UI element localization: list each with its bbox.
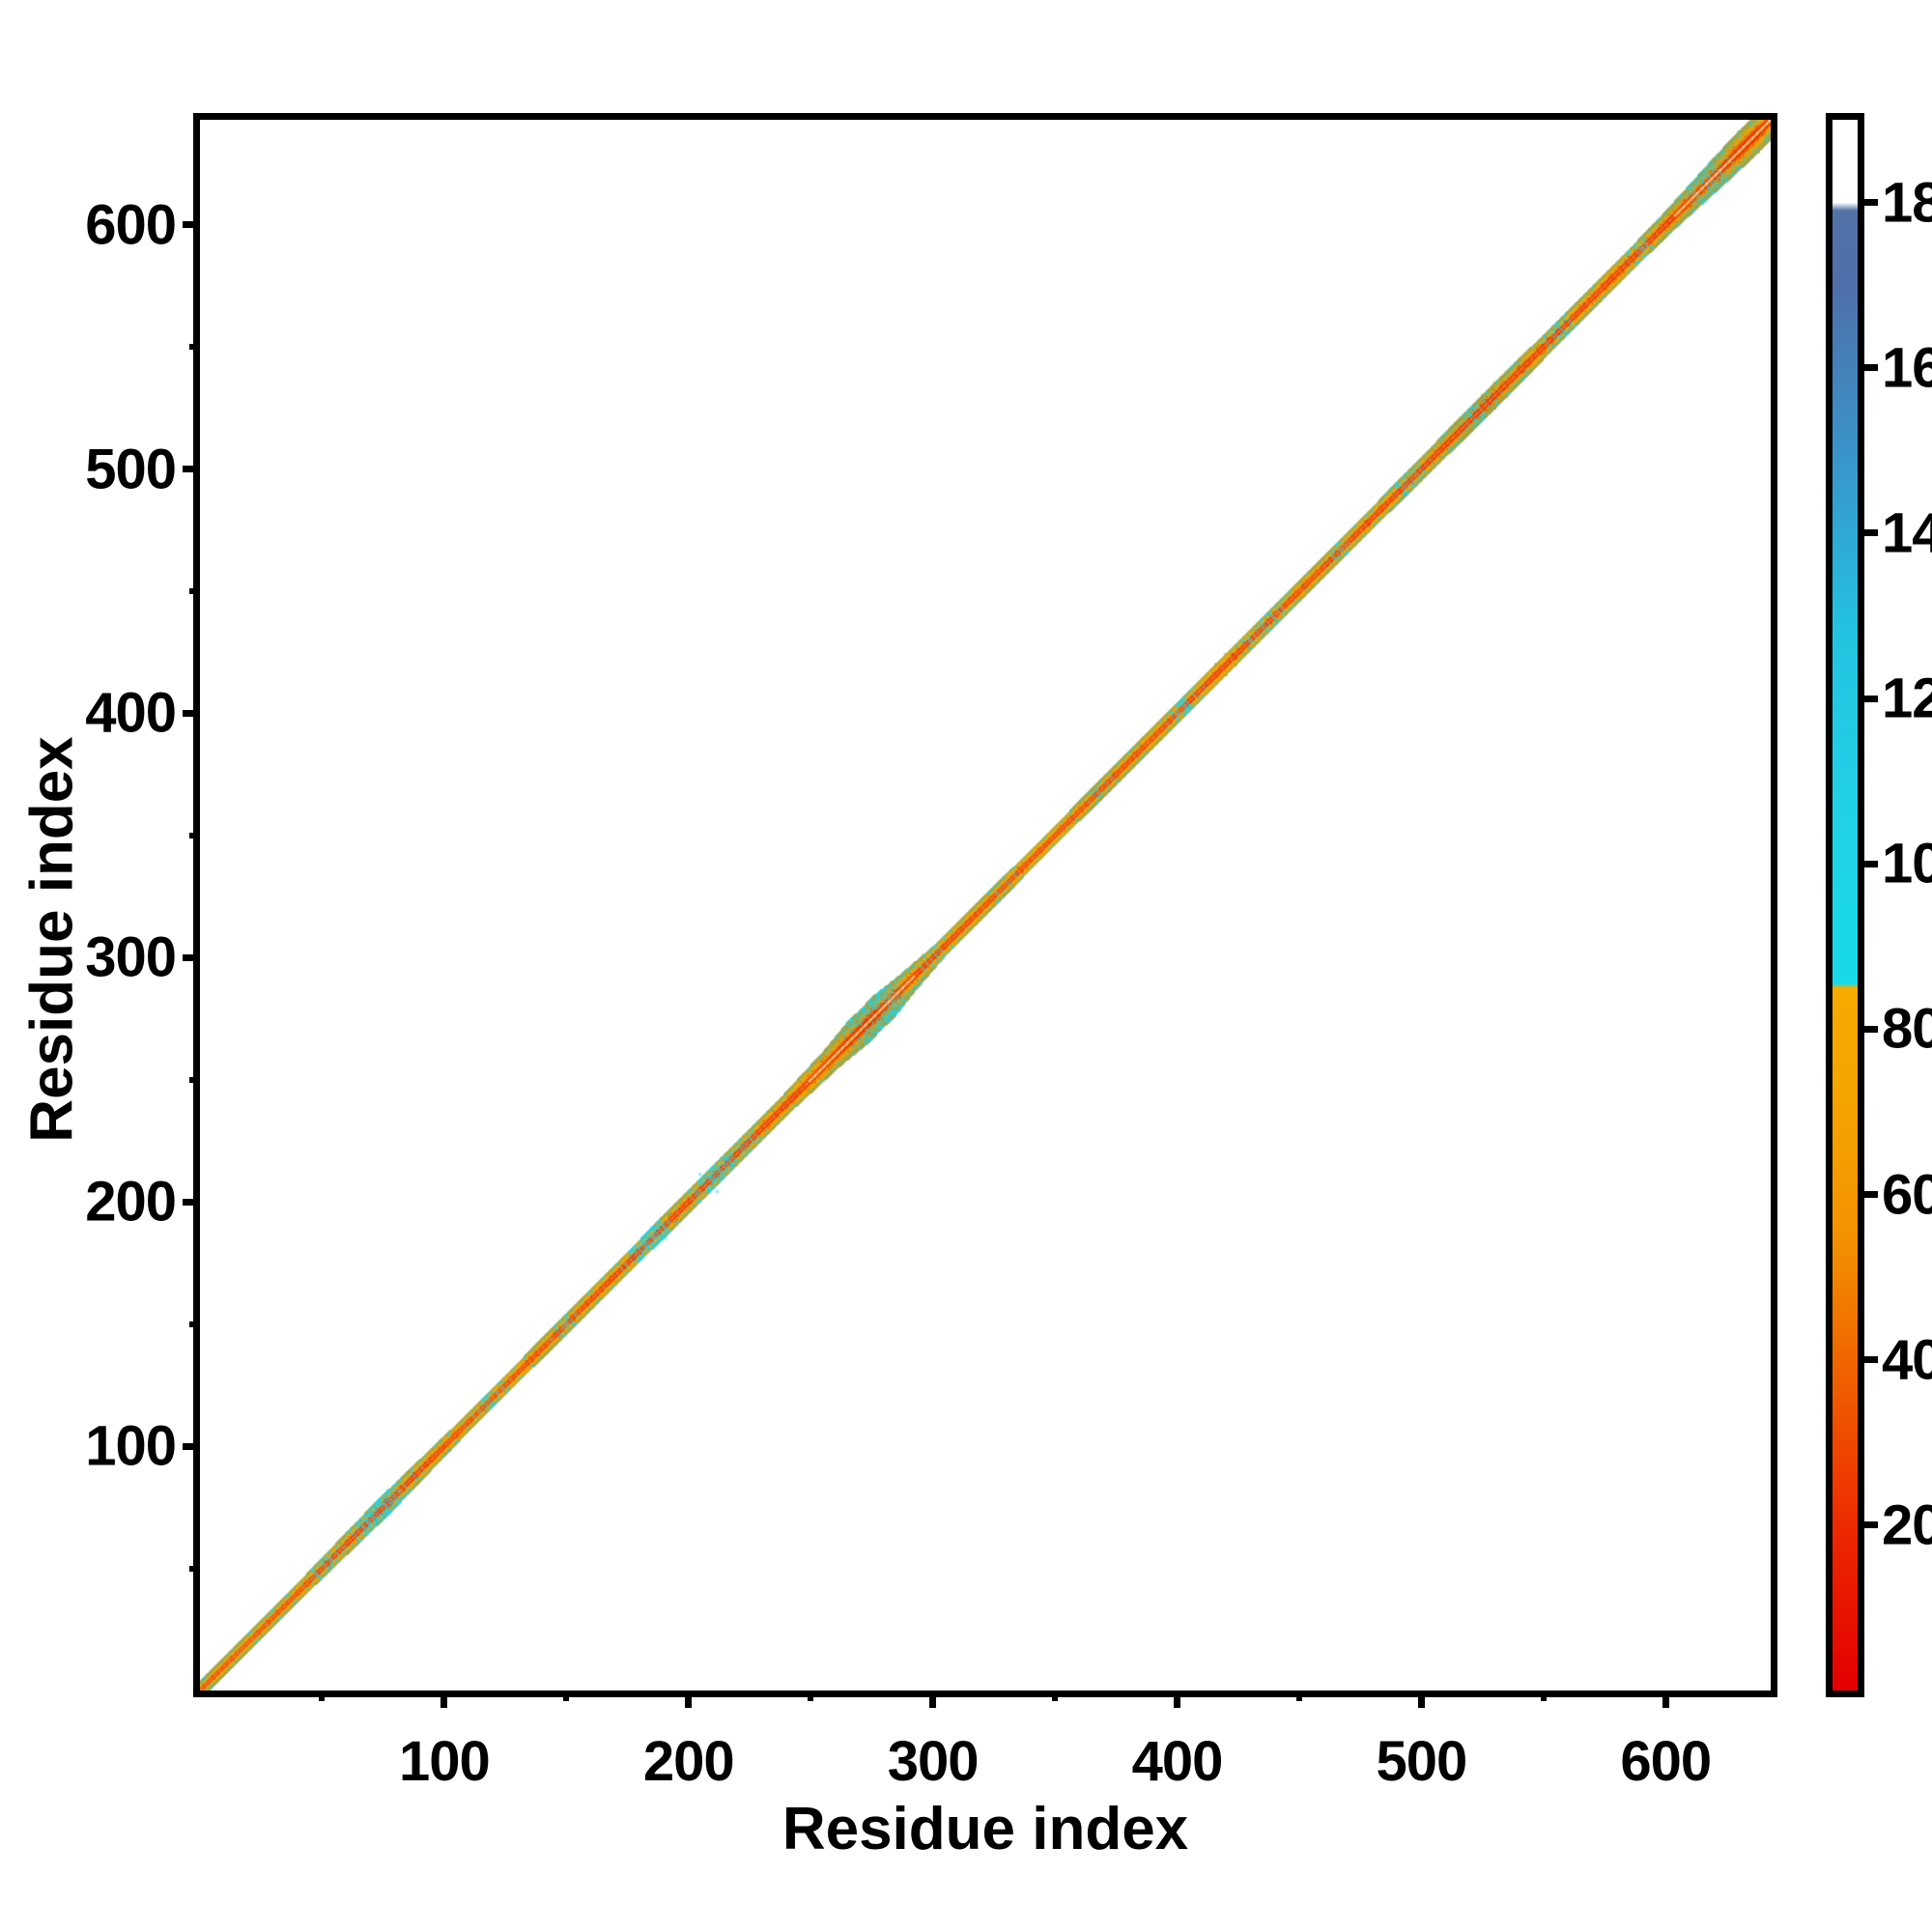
colorbar-tick-180 [1864, 199, 1878, 207]
y-tick-label-500: 500 [85, 438, 177, 501]
x-tick-400 [1174, 1690, 1180, 1708]
colorbar-tick-160 [1864, 364, 1878, 372]
colorbar-tick-40 [1864, 1356, 1878, 1364]
y-tick-label-100: 100 [85, 1414, 177, 1478]
y-tick-400 [183, 709, 200, 717]
y-axis-title: Residue index [18, 736, 86, 1143]
x-tick-label-100: 100 [398, 1730, 491, 1793]
x-minor-tick-550 [1540, 1690, 1547, 1701]
y-tick-500 [183, 466, 200, 473]
colorbar-tick-label-20: 20 [1882, 1493, 1932, 1557]
y-tick-label-400: 400 [85, 681, 177, 745]
x-tick-label-400: 400 [1131, 1730, 1224, 1793]
y-minor-tick-550 [189, 344, 200, 351]
colorbar-tick-60 [1864, 1191, 1878, 1199]
x-tick-300 [929, 1690, 937, 1708]
colorbar-tick-label-160: 160 [1882, 336, 1932, 400]
x-tick-label-300: 300 [887, 1730, 980, 1793]
colorbar-tick-140 [1864, 529, 1878, 537]
y-tick-300 [183, 953, 200, 961]
colorbar-fill [1833, 120, 1858, 1690]
x-minor-tick-350 [1052, 1690, 1059, 1701]
y-minor-tick-350 [189, 832, 200, 838]
colorbar-tick-20 [1864, 1521, 1878, 1529]
colorbar-tick-label-100: 100 [1882, 832, 1932, 895]
x-tick-label-200: 200 [642, 1730, 735, 1793]
y-tick-100 [183, 1442, 200, 1450]
x-tick-100 [440, 1690, 448, 1708]
colorbar [1826, 113, 1878, 1697]
colorbar-tick-label-120: 120 [1882, 667, 1932, 730]
x-tick-label-600: 600 [1620, 1730, 1712, 1793]
colorbar-tick-label-40: 40 [1882, 1328, 1932, 1392]
y-tick-600 [183, 221, 200, 229]
y-tick-label-300: 300 [85, 925, 177, 989]
x-tick-200 [685, 1690, 693, 1708]
plot-area [183, 113, 1777, 1708]
colorbar-tick-label-80: 80 [1882, 997, 1932, 1061]
colorbar-tick-label-140: 140 [1882, 501, 1932, 565]
colorbar-tick-120 [1864, 695, 1878, 702]
x-minor-tick-50 [319, 1690, 326, 1701]
y-minor-tick-50 [189, 1565, 200, 1572]
x-tick-label-500: 500 [1376, 1730, 1467, 1793]
x-tick-500 [1417, 1690, 1425, 1708]
y-tick-label-600: 600 [85, 193, 177, 257]
colorbar-tick-label-60: 60 [1882, 1163, 1932, 1227]
contact-map-heatmap [200, 120, 1771, 1690]
y-tick-200 [183, 1198, 200, 1206]
x-tick-600 [1662, 1690, 1669, 1708]
colorbar-tick-80 [1864, 1025, 1878, 1033]
x-minor-tick-450 [1295, 1690, 1302, 1701]
x-minor-tick-250 [808, 1690, 814, 1701]
y-tick-label-200: 200 [85, 1170, 177, 1234]
y-minor-tick-450 [189, 588, 200, 595]
y-minor-tick-250 [189, 1076, 200, 1083]
y-minor-tick-150 [189, 1321, 200, 1327]
x-axis-title: Residue index [781, 1796, 1189, 1862]
colorbar-tick-100 [1864, 860, 1878, 867]
x-minor-tick-150 [563, 1690, 570, 1701]
colorbar-gradient [1826, 113, 1864, 1697]
colorbar-tick-label-180: 180 [1882, 171, 1932, 235]
